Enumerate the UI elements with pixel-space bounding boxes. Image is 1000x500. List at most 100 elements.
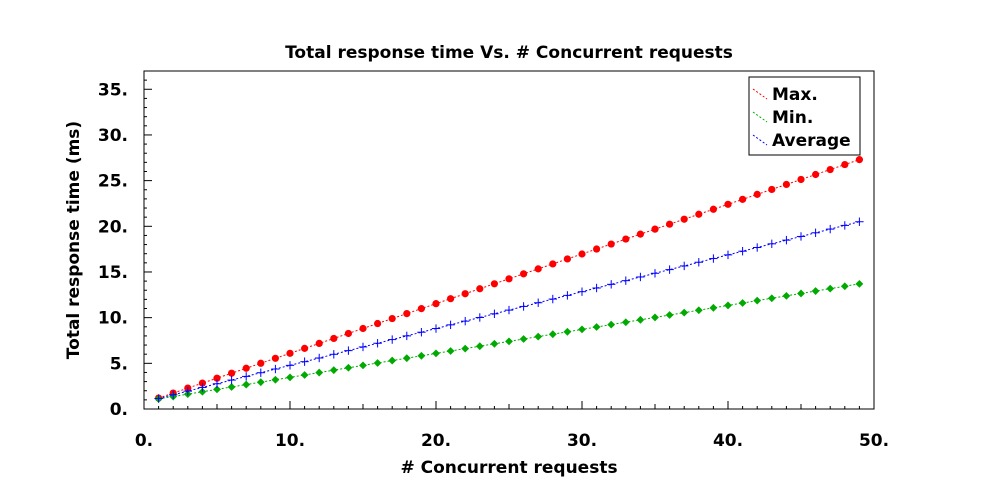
data-point — [388, 335, 397, 344]
x-axis-label: # Concurrent requests — [400, 458, 617, 478]
data-point — [738, 299, 747, 307]
data-point — [607, 320, 616, 329]
data-point — [855, 279, 864, 288]
data-point — [490, 339, 499, 348]
x-tick-label: 20. — [421, 431, 451, 451]
data-point — [534, 265, 542, 273]
data-point — [373, 339, 382, 348]
y-tick-label: 5. — [110, 354, 128, 374]
data-point — [592, 323, 601, 331]
data-point — [739, 195, 747, 203]
data-point — [198, 387, 207, 396]
data-point — [374, 319, 382, 328]
data-point — [417, 351, 426, 360]
data-point — [563, 327, 572, 336]
data-point — [636, 315, 645, 324]
data-point — [724, 301, 732, 310]
data-point — [505, 275, 513, 283]
data-point — [724, 200, 732, 208]
data-point — [431, 324, 441, 333]
data-point — [417, 305, 425, 313]
data-point — [563, 255, 572, 263]
data-point — [461, 344, 470, 353]
data-point — [665, 311, 674, 319]
data-point — [782, 180, 791, 189]
data-point — [534, 298, 543, 307]
data-point — [578, 325, 586, 334]
data-point — [403, 309, 411, 318]
data-point — [549, 260, 557, 268]
data-point — [826, 224, 835, 234]
data-point — [359, 324, 367, 333]
data-point — [490, 309, 499, 318]
data-point — [753, 243, 762, 252]
data-point — [607, 280, 616, 289]
y-tick-label: 20. — [98, 217, 128, 237]
tick-labels: 0. 10. 20. 30. 40. 50. 0. 5. 10. 15. 20. 25. 30. 35. — [98, 80, 889, 451]
data-point — [622, 235, 630, 243]
data-point — [534, 332, 543, 341]
data-point — [607, 240, 615, 248]
x-tick-label: 0. — [135, 431, 153, 451]
data-point — [548, 330, 557, 339]
x-tick-label: 40. — [713, 431, 743, 451]
data-point — [753, 296, 762, 305]
data-point — [286, 373, 294, 382]
data-point — [271, 375, 280, 384]
y-axis-label: Total response time (ms) — [64, 121, 84, 359]
data-point — [183, 386, 192, 396]
data-point — [358, 342, 368, 352]
data-point — [432, 300, 440, 308]
data-point — [154, 394, 163, 403]
legend-label: Max. — [772, 85, 818, 105]
data-point — [811, 228, 820, 237]
data-point — [592, 283, 601, 293]
data-point — [782, 235, 791, 245]
data-point — [694, 306, 703, 315]
data-point — [388, 356, 397, 365]
data-point — [651, 313, 659, 322]
data-point — [169, 390, 178, 400]
data-point — [242, 380, 251, 389]
legend-item: Min. — [752, 108, 813, 128]
data-point — [855, 156, 864, 164]
data-point — [797, 175, 805, 184]
legend-item: Max. — [752, 85, 818, 105]
data-point — [680, 261, 689, 271]
data-point — [301, 344, 309, 352]
data-point — [228, 369, 236, 377]
data-point — [475, 313, 484, 322]
data-point — [242, 364, 250, 372]
data-point — [841, 160, 849, 169]
legend: Max. Min. Average — [748, 76, 861, 156]
data-point — [520, 270, 528, 278]
legend-item: Average — [752, 131, 851, 151]
data-point — [330, 334, 338, 343]
data-point — [388, 314, 396, 323]
data-point — [665, 265, 674, 274]
data-point — [767, 294, 776, 303]
data-point — [213, 374, 221, 382]
x-tick-label: 30. — [567, 431, 597, 451]
data-point — [490, 280, 498, 288]
data-point — [621, 318, 630, 327]
data-point — [315, 339, 323, 347]
data-point — [636, 230, 645, 238]
data-point — [446, 347, 455, 355]
data-point — [475, 342, 484, 351]
x-tick-label: 10. — [275, 431, 305, 451]
data-point — [505, 337, 513, 346]
data-point — [840, 221, 849, 230]
data-point — [432, 349, 440, 358]
data-point — [593, 245, 601, 253]
data-point — [213, 385, 221, 394]
data-point — [666, 220, 674, 228]
data-point — [636, 272, 645, 282]
data-point — [344, 363, 353, 372]
series-average — [154, 217, 864, 403]
legend-swatch — [752, 111, 768, 123]
data-point — [694, 258, 703, 267]
data-point — [504, 305, 514, 315]
data-point — [709, 254, 718, 263]
